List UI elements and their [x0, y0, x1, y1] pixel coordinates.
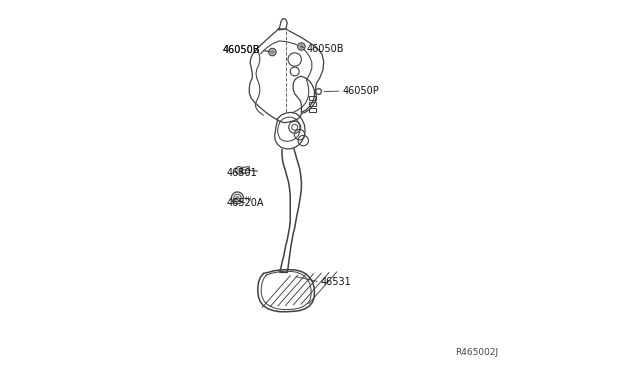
Text: 46050B: 46050B	[307, 44, 344, 54]
Text: 46531: 46531	[321, 277, 351, 287]
Circle shape	[300, 45, 303, 48]
Text: 46050P: 46050P	[342, 86, 379, 96]
Text: 46050B: 46050B	[223, 45, 260, 55]
Text: 46050B: 46050B	[223, 45, 260, 55]
Circle shape	[269, 48, 276, 56]
Circle shape	[298, 43, 305, 50]
Circle shape	[271, 50, 275, 54]
Circle shape	[236, 196, 239, 199]
Circle shape	[237, 168, 241, 173]
Text: R465002J: R465002J	[456, 348, 499, 357]
Text: 46520A: 46520A	[227, 198, 264, 208]
Text: 46501: 46501	[227, 168, 257, 178]
